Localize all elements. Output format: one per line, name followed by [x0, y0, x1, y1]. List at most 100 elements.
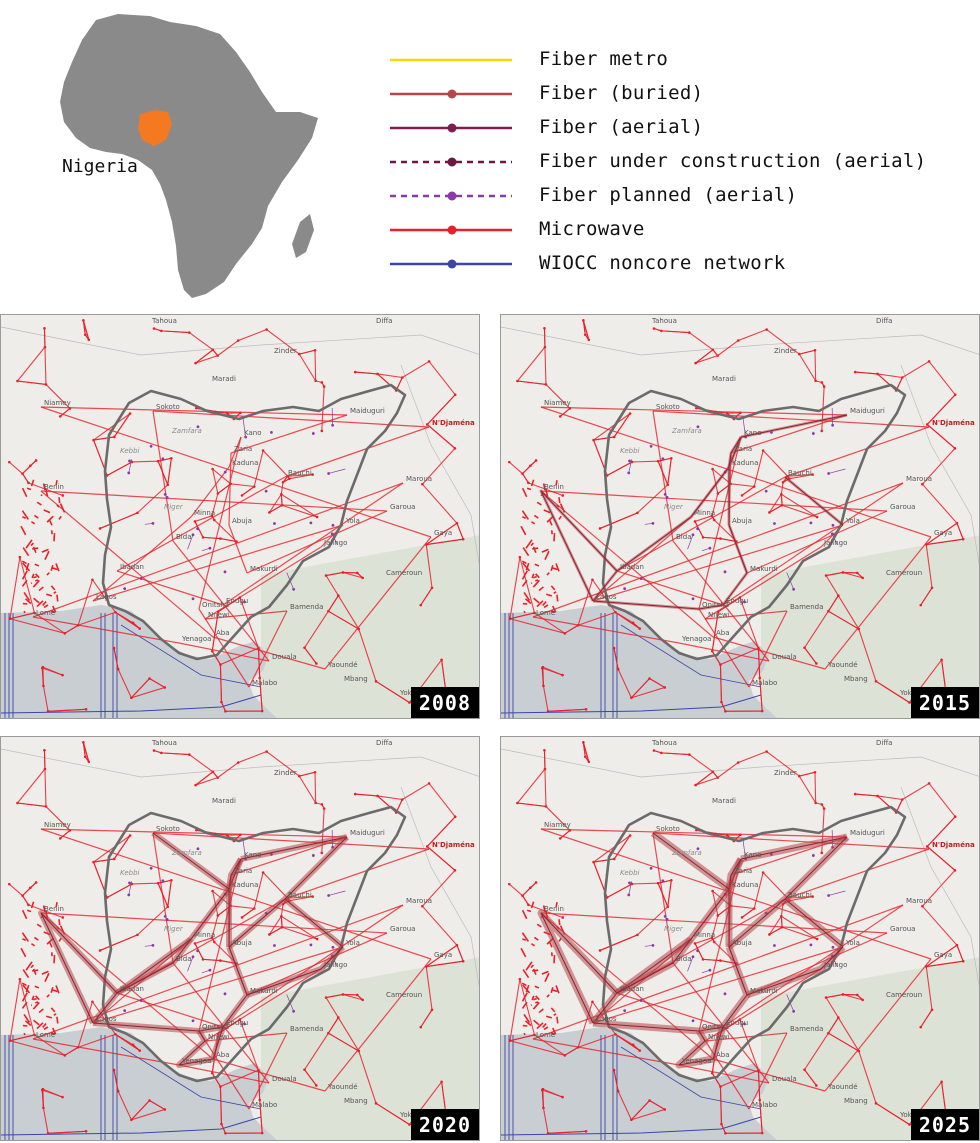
place-label-cameroun: Cameroun: [386, 991, 422, 999]
country-borders: [501, 326, 979, 566]
place-label-bida: Bida: [676, 955, 691, 963]
place-label-kebbi: Kebbi: [620, 447, 640, 455]
place-label-onitsha: Onitsha: [702, 601, 729, 609]
place-label-maiduguri: Maiduguri: [350, 407, 385, 415]
place-label-makurdi: Makurdi: [250, 565, 278, 573]
place-label-nnewi: Nnewi: [208, 1033, 230, 1041]
place-label-lome: Lomé: [536, 609, 555, 617]
place-label-kaduna: Kaduna: [232, 881, 258, 889]
place-label-mbang: Mbang: [344, 1097, 368, 1105]
legend-swatch: [390, 225, 512, 235]
place-label-enugu: Enugu: [726, 1019, 748, 1027]
place-label-diffa: Diffa: [376, 317, 392, 325]
place-label-ibadan: Ibadan: [120, 985, 144, 993]
place-label-minna: Minna: [194, 509, 215, 517]
place-label-yenagoa: Yenagoa: [181, 635, 211, 643]
place-label-garoua: Garoua: [390, 925, 415, 933]
place-label-nnewi: Nnewi: [708, 1033, 730, 1041]
place-label-maroua: Maroua: [406, 475, 432, 483]
place-label-tahoua: Tahoua: [651, 739, 677, 747]
place-label-jalingo: Jalingo: [823, 961, 847, 969]
map-svg: Tahoua Diffa Zinder Maradi Niamey Sokoto Kano M…: [1, 737, 479, 1140]
place-label-onitsha: Onitsha: [202, 601, 229, 609]
place-label-niamey: Niamey: [544, 399, 571, 407]
place-label-garoua: Garoua: [390, 503, 415, 511]
map-panel-2008: Tahoua Diffa Zinder Maradi Niamey Sokoto Kano M…: [0, 314, 480, 719]
legend-swatch: [390, 259, 512, 269]
place-label-enugu: Enugu: [726, 597, 748, 605]
place-label-yenagoa: Yenagoa: [681, 1057, 711, 1065]
place-label-zinder: Zinder: [774, 347, 797, 355]
place-label-gaya: Gaya: [934, 951, 952, 959]
place-label-makurdi: Makurdi: [750, 565, 778, 573]
place-label-zaria: Zaria: [234, 445, 252, 453]
place-label-malabo: Malabo: [752, 679, 777, 687]
place-label-zinder: Zinder: [774, 769, 797, 777]
place-label-malabo: Malabo: [752, 1101, 777, 1109]
place-label-cameroun: Cameroun: [886, 569, 922, 577]
year-badge: 2008: [410, 687, 479, 718]
place-label-tahoua: Tahoua: [151, 317, 177, 325]
place-label-zamfara: Zamfara: [671, 849, 702, 857]
place-label-bamenda: Bamenda: [790, 1025, 823, 1033]
place-label-aba: Aba: [716, 629, 730, 637]
nigeria-border: [601, 383, 907, 661]
legend-item: Fiber (aerial): [388, 112, 968, 146]
legend-item: Microwave: [388, 214, 968, 248]
place-label-douala: Douala: [272, 1075, 297, 1083]
place-label-enugu: Enugu: [226, 597, 248, 605]
place-label-lagos: Lagos: [96, 593, 117, 601]
place-label-abuja: Abuja: [732, 517, 752, 525]
legend-item: Fiber under construction (aerial): [388, 146, 968, 180]
legend-label: Fiber under construction (aerial): [539, 150, 927, 172]
place-label-kano: Kano: [244, 851, 261, 859]
place-label-ndjamena: N'Djaména: [932, 419, 975, 427]
forest-area: [761, 535, 979, 718]
submarine-cables: [1, 613, 262, 718]
fiber-backbone: [38, 830, 350, 1068]
country-borders: [1, 326, 479, 566]
africa-inset-map: Nigeria: [60, 14, 318, 298]
place-label-abuja: Abuja: [732, 939, 752, 947]
place-label-onitsha: Onitsha: [702, 1023, 729, 1031]
legend-label: Microwave: [539, 218, 645, 240]
place-label-zamfara: Zamfara: [671, 427, 702, 435]
legend-swatch: [390, 89, 512, 99]
place-label-sokoto: Sokoto: [156, 825, 180, 833]
legend-label: WIOCC noncore network: [539, 252, 786, 274]
place-label-benin: Benin: [44, 905, 64, 913]
legend-item: WIOCC noncore network: [388, 248, 968, 282]
legend-label: Fiber (aerial): [539, 116, 704, 138]
nigeria-shape: [138, 110, 172, 146]
map-panel-2020: Tahoua Diffa Zinder Maradi Niamey Sokoto Kano M…: [0, 736, 480, 1141]
country-borders: [501, 748, 979, 988]
legend-label: Fiber planned (aerial): [539, 184, 798, 206]
place-label-bauchi: Bauchi: [788, 891, 812, 899]
gulf-of-guinea: [1, 1027, 277, 1140]
place-label-ndjamena: N'Djaména: [432, 841, 475, 849]
place-label-yenagoa: Yenagoa: [681, 635, 711, 643]
country-borders: [1, 748, 479, 988]
place-label-maroua: Maroua: [906, 475, 932, 483]
place-label-tahoua: Tahoua: [151, 739, 177, 747]
place-label-gaya: Gaya: [934, 529, 952, 537]
place-label-makurdi: Makurdi: [250, 987, 278, 995]
place-label-benin: Benin: [44, 483, 64, 491]
place-label-jalingo: Jalingo: [323, 539, 347, 547]
map-panel-2025: Tahoua Diffa Zinder Maradi Niamey Sokoto Kano M…: [500, 736, 980, 1141]
place-label-lome: Lomé: [536, 1031, 555, 1039]
place-label-garoua: Garoua: [890, 925, 915, 933]
place-label-onitsha: Onitsha: [202, 1023, 229, 1031]
place-label-niamey: Niamey: [44, 399, 71, 407]
legend-label: Fiber metro: [539, 48, 669, 70]
place-label-maradi: Maradi: [212, 797, 236, 805]
place-label-aba: Aba: [216, 629, 230, 637]
place-label-maiduguri: Maiduguri: [350, 829, 385, 837]
gulf-of-guinea: [501, 605, 777, 718]
place-label-maiduguri: Maiduguri: [850, 407, 885, 415]
place-label-niger: Niger: [164, 925, 184, 933]
legend-item: Fiber metro: [388, 44, 968, 78]
place-label-benin: Benin: [544, 905, 564, 913]
place-label-lome: Lomé: [36, 1031, 55, 1039]
map-svg: Tahoua Diffa Zinder Maradi Niamey Sokoto Kano M…: [1, 315, 479, 718]
